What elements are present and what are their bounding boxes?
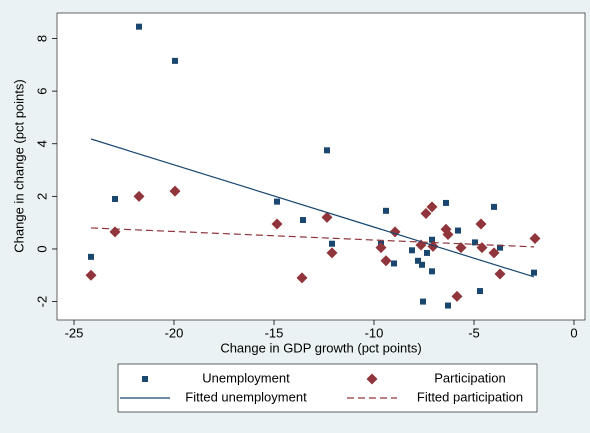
point [383,207,389,214]
point [488,247,500,259]
y-tick-label: 6 [34,88,49,95]
point [85,269,97,281]
point [375,242,387,254]
point [409,247,415,254]
point [169,185,181,197]
legend-symbol [366,373,378,385]
y-tick-label: 0 [34,245,49,252]
point [136,23,142,30]
point [455,227,461,234]
point [427,240,439,252]
x-tick-label: -10 [365,325,384,340]
point [424,249,430,256]
plot-area [56,12,586,321]
point [296,272,308,284]
legend-label: Unemployment [202,370,290,385]
fit-line [90,227,535,248]
point [491,203,497,210]
y-tick-label: 8 [34,35,49,42]
x-tick-label: 0 [570,325,577,340]
point [415,257,421,264]
point [426,201,438,213]
point [391,260,397,267]
point [112,195,118,202]
point [531,269,537,276]
legend-label: Fitted unemployment [185,389,307,404]
point [88,253,94,260]
point [477,288,483,295]
point [133,190,145,202]
x-axis-title: Change in GDP growth (pct points) [220,340,421,355]
point [274,198,280,205]
point [451,290,463,302]
y-tick-label: -2 [34,296,49,308]
point [326,247,338,259]
legend-label: Participation [434,370,506,385]
legend-box [117,363,538,413]
legend-label: Fitted participation [417,389,523,404]
point [419,261,425,268]
point [172,57,178,64]
point [497,244,503,251]
point [475,218,487,230]
point [329,240,335,247]
x-tick-label: -15 [265,325,284,340]
point [300,217,306,224]
y-tick-label: 4 [34,140,49,147]
point [442,229,454,241]
point [429,268,435,275]
point [420,207,432,219]
point [494,268,506,280]
x-tick-label: -25 [65,325,84,340]
point [455,242,467,254]
point [420,298,426,305]
point [324,147,330,154]
point [443,199,449,206]
fit-line [90,138,535,278]
x-tick-label: -5 [468,325,480,340]
y-tick-label: 2 [34,193,49,200]
point [529,232,541,244]
point [380,255,392,267]
point [321,211,333,223]
legend-symbol [142,376,148,382]
point [445,302,451,309]
point [429,236,435,243]
x-tick-label: -20 [165,325,184,340]
point [271,218,283,230]
point [472,239,478,246]
y-axis-title: Change in change (pct points) [11,79,26,252]
